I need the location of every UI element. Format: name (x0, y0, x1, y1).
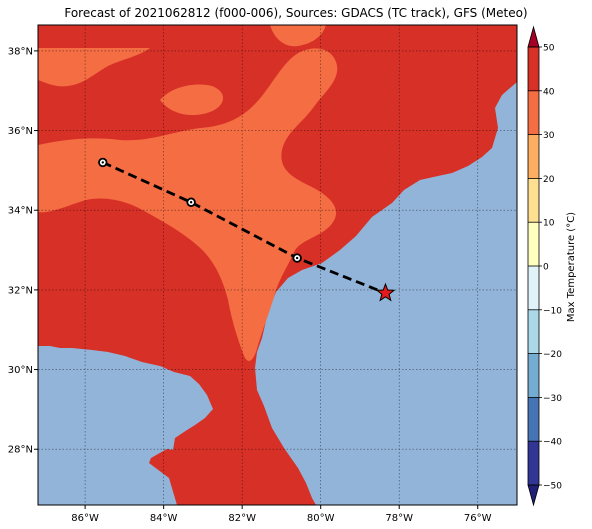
track-point-center (101, 161, 104, 164)
cooler-band-blob (160, 84, 224, 116)
lon-tick-label: 78°W (385, 513, 413, 524)
lat-tick-label: 30°N (8, 365, 33, 376)
colorbar-tick-label: −30 (543, 394, 562, 404)
colorbar: −50 −40 −30 −20 −10 0 10 20 30 40 50 (527, 25, 562, 507)
colorbar-extend-high (527, 25, 540, 48)
colorbar-segment (528, 353, 539, 398)
graticule (38, 25, 517, 505)
colorbar-segment (528, 266, 539, 311)
track-point-center (295, 256, 299, 260)
colorbar-segment (528, 441, 539, 486)
lon-tick-label: 84°W (150, 513, 178, 524)
colorbar-segment (528, 47, 539, 92)
storm-track-points (98, 157, 396, 302)
colorbar-segment (528, 134, 539, 179)
colorbar-segment (528, 222, 539, 267)
colorbar-tick-label: −10 (543, 306, 562, 316)
map-frame (37, 24, 518, 506)
cooler-band-north (38, 48, 150, 87)
colorbar-segment (528, 309, 539, 354)
lon-tick-label: 80°W (307, 513, 335, 524)
track-point-center (189, 201, 193, 204)
colorbar-tick-label: −50 (543, 482, 562, 492)
lon-tick-label: 76°W (464, 513, 492, 524)
lat-tick-label: 34°N (8, 206, 33, 217)
colorbar-tick-label: 30 (543, 131, 555, 141)
colorbar-tick-label: 20 (543, 175, 555, 185)
map-axis-ticks: 86°W 84°W 82°W 80°W 78°W 76°W 28°N 30°N 32°N 34°N… (8, 46, 492, 524)
colorbar-tick-label: −20 (543, 350, 562, 360)
storm-position-star (375, 282, 396, 302)
colorbar-tick-label: −40 (543, 438, 562, 448)
storm-track-line (102, 161, 387, 295)
colorbar-tick-label: 10 (543, 219, 555, 229)
lon-tick-label: 82°W (228, 513, 256, 524)
lat-tick-label: 38°N (8, 46, 33, 57)
lat-tick-label: 28°N (8, 445, 33, 456)
lat-tick-label: 32°N (8, 285, 33, 296)
colorbar-segment (528, 178, 539, 223)
colorbar-tick-label: 50 (543, 44, 555, 54)
figure-title: Forecast of 2021062812 (f000-006), Sourc… (64, 6, 528, 20)
cooler-band-northeast (270, 25, 326, 47)
map-area (38, 25, 517, 505)
lon-tick-label: 86°W (71, 513, 99, 524)
colorbar-extend-low (527, 484, 540, 507)
colorbar-tick-label: 40 (543, 87, 555, 97)
colorbar-tick-label: 0 (543, 263, 549, 273)
colorbar-label: Max Temperature (°C) (566, 212, 577, 322)
lat-tick-label: 36°N (8, 126, 33, 137)
colorbar-segment (528, 397, 539, 442)
colorbar-segment (528, 90, 539, 135)
